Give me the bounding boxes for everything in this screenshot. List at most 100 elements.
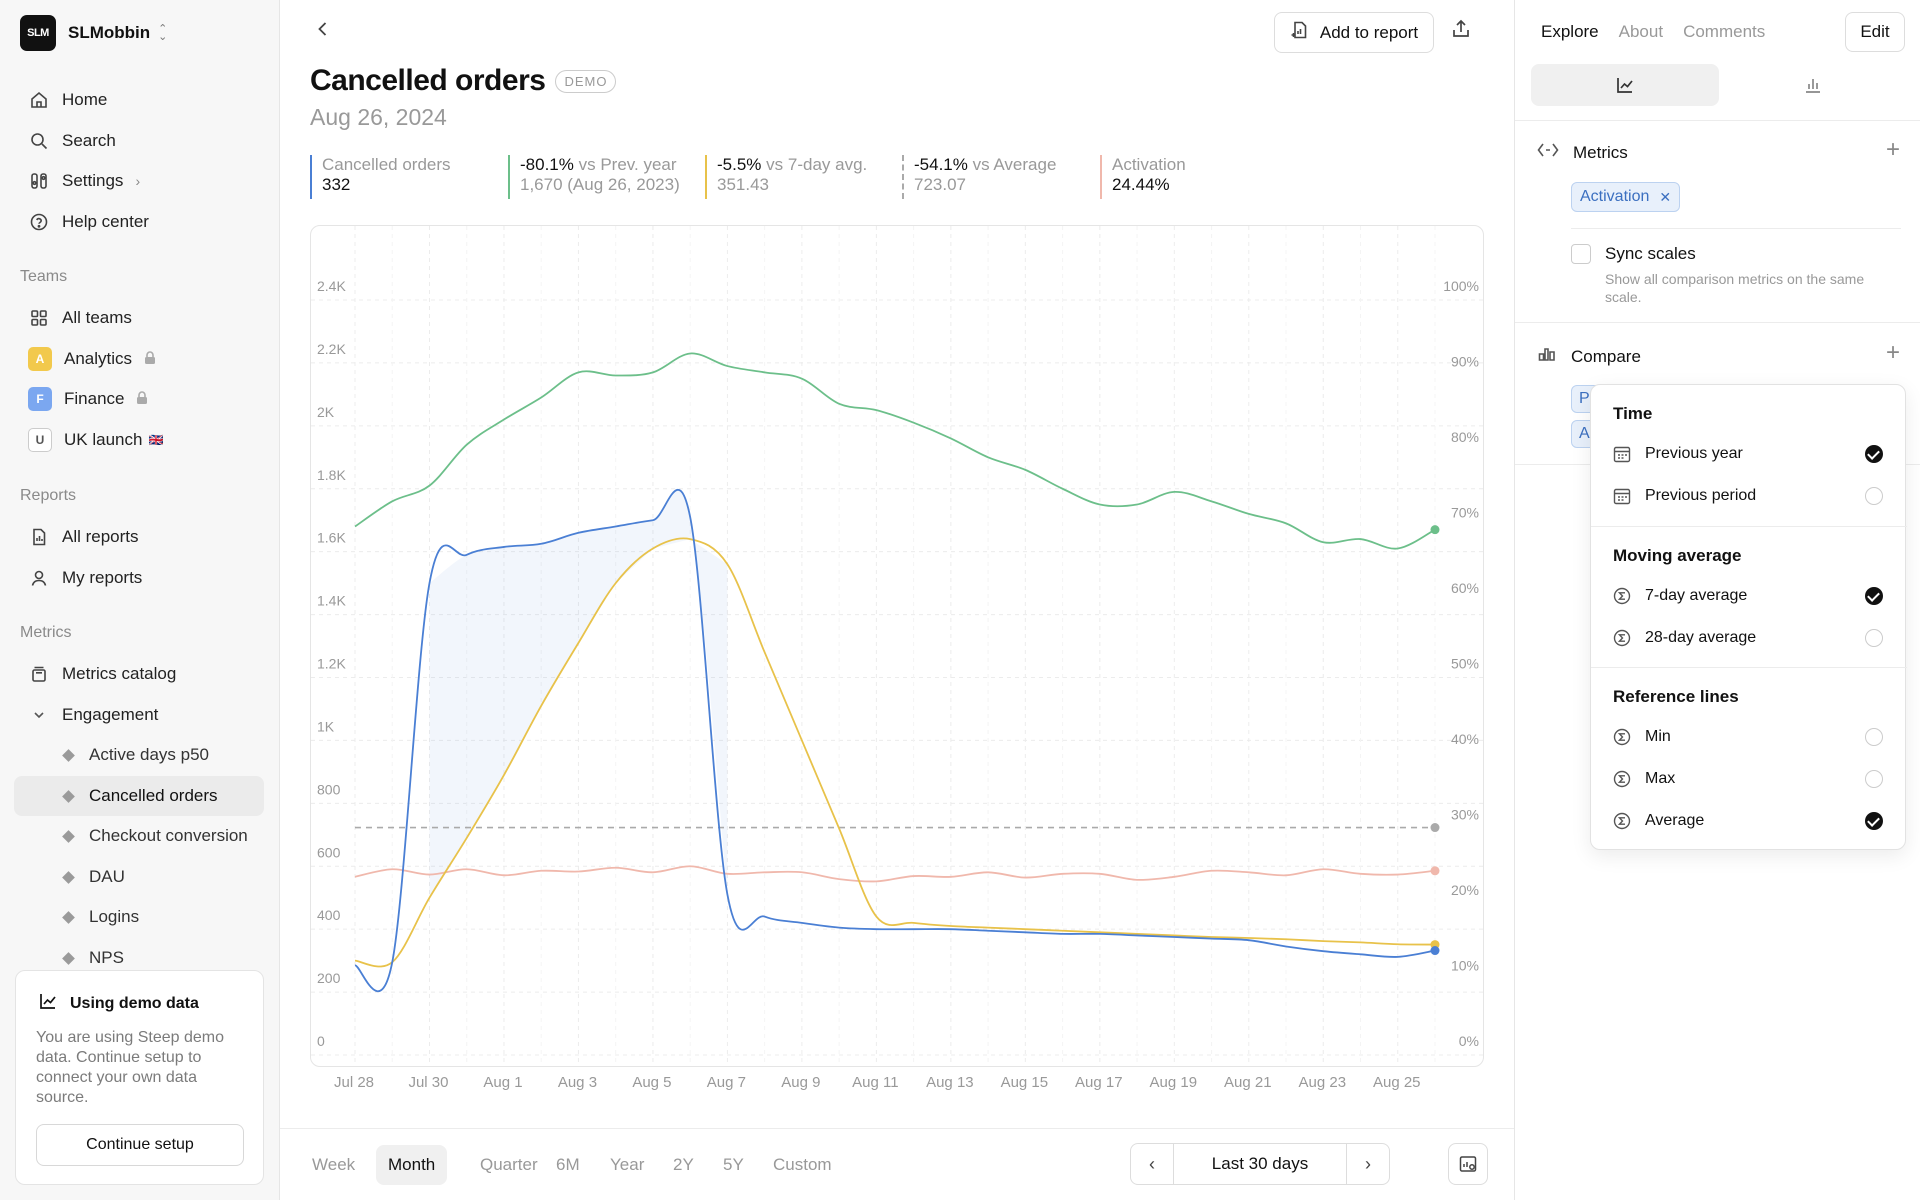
- stat-label: Activation: [1112, 155, 1186, 174]
- sync-scales-description: Show all comparison metrics on the same …: [1605, 271, 1865, 305]
- nav-help-center[interactable]: Help center: [14, 202, 264, 242]
- chart-container: 0 200 400 600 800 1K 1.2K 1.4K 1.6K 1.8K 2K 2.2K 2.4…: [310, 225, 1484, 1067]
- sidebar: SLM SLMobbin ⌃ ⌄ Home Search Settings › H…: [0, 0, 280, 1200]
- range-tab-month[interactable]: Month: [376, 1145, 448, 1185]
- series-line-activation: [354, 865, 1436, 883]
- sidebar-item-metrics-catalog[interactable]: Metrics catalog: [14, 654, 264, 694]
- metric-item-dau[interactable]: DAU: [14, 857, 264, 897]
- back-button[interactable]: [312, 18, 334, 47]
- help-icon: [28, 211, 50, 233]
- sidebar-item-all-reports[interactable]: All reports: [14, 517, 264, 557]
- option-label: 28-day average: [1645, 629, 1757, 646]
- x-axis-tick-label: Aug 21: [1224, 1074, 1272, 1091]
- nav-home-label: Home: [62, 90, 108, 109]
- range-tab-6m[interactable]: 6M: [556, 1155, 580, 1174]
- compare-popover: Time Previous year Previous period Movin…: [1590, 384, 1907, 850]
- metrics-section-label: Metrics: [1573, 142, 1628, 162]
- x-axis-tick-label: Aug 11: [852, 1074, 899, 1091]
- metric-item-cancelled-orders[interactable]: Cancelled orders: [14, 776, 264, 816]
- workspace-switcher[interactable]: SLM SLMobbin ⌃ ⌄: [20, 15, 167, 51]
- option-28-day-average[interactable]: 28-day average: [1613, 623, 1893, 653]
- demo-card-text: You are using Steep demo data. Continue …: [36, 1029, 224, 1106]
- analytics-badge: A: [28, 347, 52, 371]
- tab-comments[interactable]: Comments: [1683, 22, 1766, 41]
- x-axis-tick-label: Aug 17: [1075, 1074, 1123, 1091]
- reports-heading: Reports: [20, 487, 77, 504]
- sidebar-item-uk-launch[interactable]: U UK launch 🇬🇧: [14, 420, 264, 460]
- metric-item-nps[interactable]: NPS: [14, 938, 264, 978]
- range-tab-week[interactable]: Week: [312, 1155, 356, 1174]
- catalog-icon: [28, 663, 50, 685]
- metric-item-logins[interactable]: Logins: [14, 897, 264, 937]
- share-button[interactable]: [1450, 18, 1472, 45]
- option-previous-period[interactable]: Previous period: [1613, 481, 1893, 511]
- chart-settings-button[interactable]: [1448, 1143, 1488, 1185]
- add-to-report-label: Add to report: [1319, 22, 1419, 42]
- metric-item-label: DAU: [89, 867, 125, 886]
- continue-setup-button[interactable]: Continue setup: [36, 1124, 244, 1166]
- sidebar-item-analytics[interactable]: A Analytics: [14, 339, 264, 379]
- report-icon: [28, 526, 50, 548]
- chart-type-toggle: [1531, 64, 1907, 106]
- add-metric-button[interactable]: +: [1886, 136, 1900, 164]
- metric-chip-activation[interactable]: Activation ✕: [1571, 182, 1681, 212]
- stat-value: 351.43: [717, 175, 769, 194]
- add-compare-button[interactable]: +: [1886, 339, 1900, 367]
- x-axis-tick-label: Aug 3: [557, 1074, 598, 1091]
- stat-value: 1,670 (Aug 26, 2023): [520, 175, 680, 194]
- range-tab-year[interactable]: Year: [610, 1155, 645, 1174]
- add-to-report-button[interactable]: Add to report: [1274, 12, 1434, 53]
- range-tab-2y[interactable]: 2Y: [673, 1155, 694, 1174]
- x-axis-tick-label: Aug 25: [1372, 1074, 1421, 1091]
- page-date: Aug 26, 2024: [310, 104, 447, 130]
- prev-period-button[interactable]: ‹: [1131, 1144, 1173, 1184]
- range-tab-custom[interactable]: Custom: [773, 1155, 832, 1174]
- edit-button[interactable]: Edit: [1845, 12, 1905, 52]
- popover-moving-average-heading: Moving average: [1613, 546, 1742, 565]
- line-chart-icon: [1617, 78, 1633, 93]
- line-chart[interactable]: 0 200 400 600 800 1K 1.2K 1.4K 1.6K 1.8K 2K 2.2K 2.4…: [311, 226, 1484, 1067]
- bar-view-button[interactable]: [1719, 64, 1907, 106]
- y-axis-right-tick-label: 70%: [1451, 505, 1479, 521]
- metric-item-label: Cancelled orders: [89, 786, 218, 805]
- sidebar-item-all-teams[interactable]: All teams: [14, 298, 264, 338]
- y-axis-left-tick-label: 600: [317, 844, 341, 860]
- y-axis-right-tick-label: 100%: [1443, 278, 1479, 294]
- nav-settings[interactable]: Settings ›: [14, 161, 264, 201]
- range-tab-5y[interactable]: 5Y: [723, 1155, 744, 1174]
- option-average[interactable]: Average: [1613, 806, 1893, 836]
- option-label: Min: [1645, 728, 1671, 745]
- plus-icon: +: [1885, 136, 1900, 163]
- metric-item-label: Active days p50: [89, 745, 210, 764]
- metric-item-active-days[interactable]: Active days p50: [14, 735, 264, 775]
- close-icon[interactable]: ✕: [1659, 188, 1672, 205]
- range-tab-quarter[interactable]: Quarter: [480, 1155, 538, 1174]
- stat-cancelled-orders: Cancelled orders 332: [310, 155, 451, 199]
- sync-scales-checkbox[interactable]: [1571, 244, 1591, 264]
- line-view-button[interactable]: [1531, 64, 1719, 106]
- metric-item-checkout-conversion[interactable]: Checkout conversion: [14, 816, 264, 856]
- option-min[interactable]: Min: [1613, 722, 1893, 752]
- tab-about[interactable]: About: [1618, 22, 1664, 41]
- option-7-day-average[interactable]: 7-day average: [1613, 581, 1893, 611]
- option-max[interactable]: Max: [1613, 764, 1893, 794]
- sidebar-item-my-reports[interactable]: My reports: [14, 558, 264, 598]
- sidebar-item-finance[interactable]: F Finance: [14, 379, 264, 419]
- metric-chip-label: Activation: [1580, 188, 1650, 205]
- nav-search[interactable]: Search: [14, 121, 264, 161]
- x-axis-tick-label: Aug 15: [1000, 1074, 1049, 1091]
- divider: [1515, 322, 1920, 323]
- uk-launch-badge: U: [28, 428, 52, 452]
- grid-icon: [28, 307, 50, 329]
- next-period-button[interactable]: ›: [1347, 1144, 1389, 1184]
- period-label[interactable]: Last 30 days: [1173, 1144, 1347, 1184]
- option-previous-year[interactable]: Previous year: [1613, 439, 1893, 469]
- y-axis-right-tick-label: 90%: [1451, 354, 1479, 370]
- tab-explore[interactable]: Explore: [1541, 22, 1599, 41]
- series-line-prev-year: [354, 352, 1436, 550]
- y-axis-left-tick-label: 1.4K: [317, 593, 346, 609]
- demo-badge: DEMO: [555, 69, 617, 93]
- nav-home[interactable]: Home: [14, 80, 264, 120]
- diamond-icon: [62, 951, 75, 965]
- sidebar-item-engagement[interactable]: Engagement: [14, 695, 264, 735]
